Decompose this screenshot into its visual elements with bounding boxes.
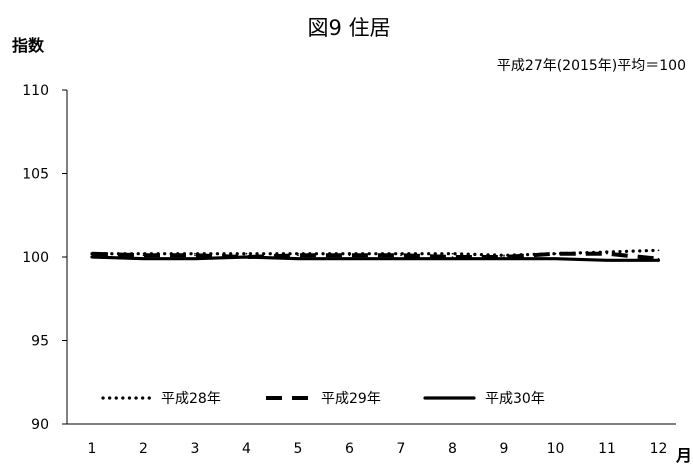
x-tick-label-11: 12 xyxy=(650,441,668,457)
series-0-point-6 xyxy=(400,252,402,255)
x-tick-label-2: 3 xyxy=(191,441,200,457)
x-tick-label-8: 9 xyxy=(500,441,509,457)
series-1-point-5 xyxy=(348,254,351,257)
series-1-point-4 xyxy=(297,254,299,257)
y-tick-label-1: 95 xyxy=(31,334,49,350)
series-2-point-8 xyxy=(503,257,505,260)
x-tick-label-5: 6 xyxy=(345,441,354,457)
series-0-point-2 xyxy=(194,252,196,255)
series-0-point-8 xyxy=(503,254,505,257)
series-2-point-6 xyxy=(400,257,402,260)
x-tick-label-9: 10 xyxy=(547,441,565,457)
y-ticks: 90 95 100 105 110 xyxy=(22,83,67,433)
x-tick-label-7: 8 xyxy=(448,441,457,457)
series-1-point-9 xyxy=(554,252,557,255)
series-1-point-2 xyxy=(194,254,196,257)
series-2-point-0 xyxy=(91,256,93,258)
series-2-point-2 xyxy=(194,257,196,260)
series-2-point-1 xyxy=(142,257,145,260)
y-tick-label-0: 90 xyxy=(31,417,49,433)
series-1-point-6 xyxy=(400,254,402,257)
series-2-point-10 xyxy=(606,259,608,262)
series-0-point-1 xyxy=(142,252,145,255)
series-2-point-5 xyxy=(348,257,351,260)
series-line-0 xyxy=(90,248,661,257)
x-ticks: 1 2 3 4 5 6 7 8 9 10 11 12 xyxy=(88,441,668,457)
series-0-point-4 xyxy=(297,252,299,255)
legend-label-1: 平成29年 xyxy=(321,391,381,407)
x-tick-label-0: 1 xyxy=(88,441,97,457)
series-2-point-11 xyxy=(657,259,660,262)
legend-label-0: 平成28年 xyxy=(161,391,221,407)
series-0-point-7 xyxy=(451,252,454,255)
x-tick-label-3: 4 xyxy=(242,441,251,457)
chart-title: 図9 住居 xyxy=(307,16,390,40)
y-tick-label-3: 105 xyxy=(22,167,49,183)
series-1-point-1 xyxy=(142,254,145,257)
legend-item-0: 平成28年 xyxy=(101,391,221,407)
series-1-point-0 xyxy=(91,252,93,255)
chart-subtitle: 平成27年(2015年)平均＝100 xyxy=(497,58,686,74)
series-0-point-5 xyxy=(348,252,351,255)
x-tick-label-1: 2 xyxy=(139,441,148,457)
y-tick-label-4: 110 xyxy=(22,83,49,99)
series-line-2 xyxy=(90,255,661,262)
series-0-point-3 xyxy=(245,252,248,255)
legend-label-2: 平成30年 xyxy=(485,391,545,407)
x-tick-label-4: 5 xyxy=(294,441,303,457)
y-tick-label-2: 100 xyxy=(22,250,49,266)
series-line-1 xyxy=(91,251,659,261)
series-2-point-7 xyxy=(451,257,454,260)
x-tick-label-10: 11 xyxy=(598,441,616,457)
x-tick-label-6: 7 xyxy=(397,441,406,457)
series-2-point-4 xyxy=(297,257,299,260)
series-2-point-9 xyxy=(554,257,557,260)
legend-item-1: 平成29年 xyxy=(266,391,381,407)
series-group xyxy=(90,248,661,262)
series-1-point-10 xyxy=(606,252,608,255)
x-axis-label: 月 xyxy=(675,446,692,465)
series-0-point-11 xyxy=(657,249,660,252)
y-axis-label: 指数 xyxy=(12,36,45,55)
legend-item-2: 平成30年 xyxy=(423,391,545,407)
legend: 平成28年 平成29年 平成30年 xyxy=(101,391,545,407)
series-0-point-10 xyxy=(606,251,608,253)
series-2-point-3 xyxy=(245,256,248,258)
